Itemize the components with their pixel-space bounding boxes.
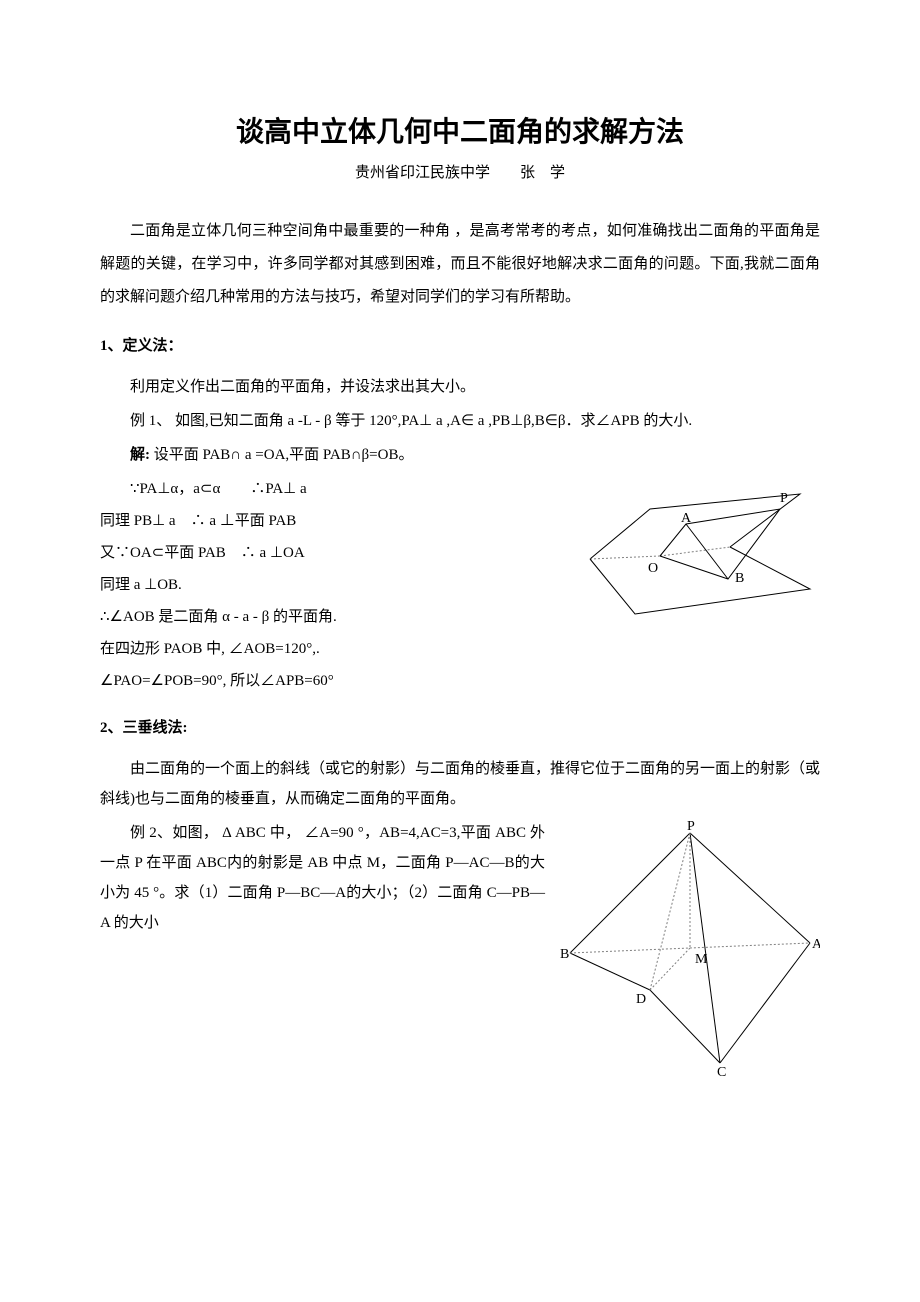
figure1-svg: P A O B xyxy=(580,474,820,624)
fig2-label-p: P xyxy=(687,819,695,834)
intro-paragraph: 二面角是立体几何三种空间角中最重要的一种角 ，是高考常考的考点，如何准确找出二面… xyxy=(100,215,820,314)
fig1-label-o: O xyxy=(648,561,658,576)
s1-l7: ∠PAO=∠POB=90°, 所以∠APB=60° xyxy=(100,666,820,696)
s1-solution-block: P A O B ∵PA⊥α，а⊂α ∴PA⊥ а 同理 PB⊥ а ∴ а ⊥平… xyxy=(100,474,820,698)
s1-p1: 利用定义作出二面角的平面角，并设法求出其大小。 xyxy=(100,372,820,402)
figure2-svg: P A B C D M xyxy=(560,818,820,1078)
s1-example: 例 1、 如图,已知二面角 а -L - β 等于 120°,PA⊥ а ,A∈… xyxy=(100,406,820,436)
fig2-bd xyxy=(570,953,650,990)
s1-solution-lead: 解: 设平面 PAB∩ а =OA,平面 PAB∩β=OB。 xyxy=(100,440,820,470)
fig2-pd xyxy=(650,833,690,990)
fig2-label-a: A xyxy=(812,937,820,952)
fig2-pb xyxy=(570,833,690,953)
fig1-upper-plane-outline xyxy=(590,494,800,559)
fig1-edge-line xyxy=(660,547,730,556)
s1-sol-text: 设平面 PAB∩ а =OA,平面 PAB∩β=OB。 xyxy=(154,447,414,463)
document-title: 谈高中立体几何中二面角的求解方法 xyxy=(100,110,820,155)
s1-p2: 例 1、 如图,已知二面角 а -L - β 等于 120°,PA⊥ а ,A∈… xyxy=(130,413,692,429)
section2-heading: 2、三垂线法: xyxy=(100,716,820,740)
document-subtitle: 贵州省印江民族中学 张 学 xyxy=(100,161,820,185)
fig1-label-p: P xyxy=(780,491,788,506)
fig1-left-edge xyxy=(590,556,660,559)
s2-p1: 由二面角的一个面上的斜线（或它的射影）与二面角的棱垂直，推得它位于二面角的另一面… xyxy=(100,761,820,807)
s2-block: 由二面角的一个面上的斜线（或它的射影）与二面角的棱垂直，推得它位于二面角的另一面… xyxy=(100,754,820,1078)
fig1-lower-plane-outline xyxy=(590,547,810,614)
s1-sol-label: 解: xyxy=(130,447,150,463)
fig1-label-a: A xyxy=(681,511,692,526)
s2-p1-start: 由二面角的一个面上的斜线（或它的射影）与二面角的棱垂直，推得它位于二面角的另一面… xyxy=(100,754,820,814)
fig2-dc xyxy=(650,990,720,1063)
figure2-container: P A B C D M xyxy=(560,818,820,1078)
fig2-label-b: B xyxy=(560,947,569,962)
section1-heading: 1、定义法： xyxy=(100,334,820,358)
fig2-md xyxy=(650,948,690,990)
fig2-label-c: C xyxy=(717,1065,726,1078)
fig2-label-d: D xyxy=(636,992,646,1007)
fig2-pa xyxy=(690,833,810,943)
s1-l6: 在四边形 PAOB 中, ∠AOB=120°,. xyxy=(100,634,820,664)
fig2-label-m: M xyxy=(695,952,708,967)
fig1-label-b: B xyxy=(735,571,744,586)
fig2-ac xyxy=(720,943,810,1063)
figure1-container: P A O B xyxy=(580,474,820,624)
